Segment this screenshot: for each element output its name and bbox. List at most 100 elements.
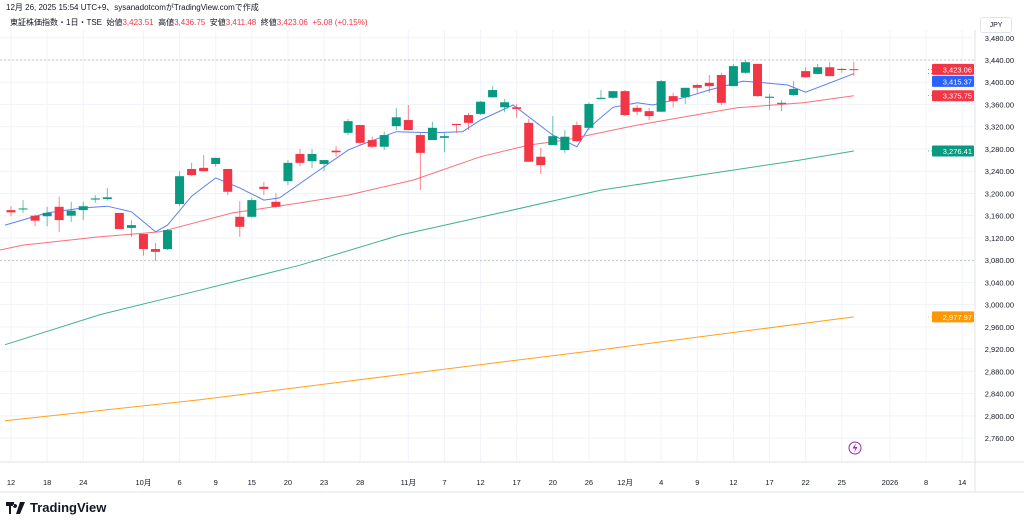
x-tick-label: 17: [765, 478, 773, 487]
brand-name: TradingView: [30, 500, 107, 515]
candle-up: [42, 212, 52, 217]
close-value: 3,423.06: [276, 18, 308, 27]
candle-up: [307, 153, 317, 162]
candle-down: [223, 168, 233, 192]
y-tick-label: 2,840.00: [985, 390, 1014, 399]
candle-up: [765, 96, 775, 98]
candle-down: [825, 67, 835, 77]
candle-down: [138, 234, 148, 250]
open-label: 始値: [106, 18, 123, 27]
lightning-icon[interactable]: [848, 441, 862, 455]
candle-up: [211, 157, 221, 164]
candle-down: [259, 186, 269, 189]
candle-down: [524, 122, 534, 162]
x-tick-label: 10月: [136, 478, 152, 487]
y-tick-label: 2,760.00: [985, 434, 1014, 443]
y-tick-label: 3,400.00: [985, 78, 1014, 87]
candle-down: [30, 215, 40, 221]
candle-up: [500, 102, 510, 108]
tradingview-logo[interactable]: TradingView: [6, 500, 106, 515]
moving-average-line-ma_mid: [0, 95, 854, 251]
candle-up: [728, 66, 738, 87]
x-tick-label: 12: [7, 478, 15, 487]
chart-credit: 12月 26, 2025 15:54 UTC+9、sysanadotcomがTr…: [6, 3, 259, 12]
x-tick-label: 26: [585, 478, 593, 487]
candle-down: [114, 212, 124, 230]
candle-down: [54, 206, 64, 221]
low-label: 安値: [209, 18, 226, 27]
x-tick-label: 9: [695, 478, 699, 487]
lightning-icon-bolt: [852, 443, 858, 453]
candle-down: [620, 91, 630, 116]
candle-down: [403, 120, 413, 131]
moving-average-line-ma_long: [4, 316, 854, 422]
candle-up: [163, 230, 173, 250]
candle-down: [801, 71, 811, 78]
moving-average-line-ma_slow: [4, 150, 854, 346]
y-tick-label: 3,200.00: [985, 189, 1014, 198]
candle-down: [295, 153, 305, 163]
x-tick-label: 20: [549, 478, 557, 487]
candle-down: [415, 135, 425, 153]
high-value: 3,436.75: [174, 18, 206, 27]
x-tick-label: 8: [924, 478, 928, 487]
candle-up: [66, 210, 76, 216]
candle-up: [548, 136, 558, 146]
x-tick-label: 12月: [617, 478, 633, 487]
ma-value-label-ma_slow: 3,276.41: [943, 147, 972, 156]
candle-up: [90, 198, 100, 200]
x-tick-label: 9: [214, 478, 218, 487]
candle-up: [813, 67, 823, 74]
candle-down: [752, 63, 762, 97]
y-tick-label: 2,960.00: [985, 323, 1014, 332]
x-tick-label: 22: [801, 478, 809, 487]
ohlc-legend: 東証株価指数・1日・TSE 始値3,423.51 高値3,436.75 安値 3,…: [10, 17, 367, 28]
candle-down: [464, 115, 474, 123]
high-label: 高値: [158, 18, 175, 27]
y-tick-label: 3,000.00: [985, 301, 1014, 310]
currency-button[interactable]: JPY: [980, 17, 1012, 33]
y-tick-label: 2,800.00: [985, 412, 1014, 421]
x-tick-label: 12: [476, 478, 484, 487]
candle-down: [849, 69, 859, 71]
x-tick-label: 18: [43, 478, 51, 487]
candle-up: [379, 135, 389, 147]
y-tick-label: 2,920.00: [985, 345, 1014, 354]
y-tick-label: 3,160.00: [985, 212, 1014, 221]
x-tick-label: 14: [958, 478, 966, 487]
moving-average-line-ma_fast: [4, 73, 854, 233]
candle-up: [439, 136, 449, 138]
candle-down: [355, 125, 365, 143]
y-tick-label: 3,440.00: [985, 56, 1014, 65]
candle-down: [271, 201, 281, 207]
x-tick-label: 7: [442, 478, 446, 487]
candle-down: [692, 85, 702, 88]
change-value: +5.08 (+0.15%): [312, 18, 368, 27]
tradingview-logo-icon: [6, 501, 25, 514]
candle-down: [367, 140, 377, 147]
candle-down: [837, 68, 847, 71]
close-label: 終値: [260, 18, 277, 27]
candle-down: [187, 168, 197, 176]
last-price-label-bg: [932, 63, 974, 75]
ma-value-label-ma_fast: 3,415.37: [943, 77, 972, 86]
candle-down: [704, 82, 714, 87]
candle-down: [716, 75, 726, 103]
y-tick-label: 3,480.00: [985, 34, 1014, 43]
candle-down: [235, 216, 245, 227]
ma-value-label-ma_fast-bg: [932, 75, 974, 87]
plot-area: [0, 60, 859, 422]
candle-down: [536, 156, 546, 166]
candle-up: [319, 160, 329, 164]
x-tick-label: 24: [79, 478, 87, 487]
x-tick-label: 23: [320, 478, 328, 487]
ma-value-label-ma_long-bg: [932, 311, 974, 323]
candle-up: [680, 87, 690, 98]
candle-down: [512, 107, 522, 109]
symbol-title[interactable]: 東証株価指数・1日・TSE: [10, 18, 103, 27]
candle-up: [283, 162, 293, 182]
open-value: 3,423.51: [122, 18, 154, 27]
candle-up: [343, 121, 353, 133]
candle-up: [596, 97, 606, 99]
